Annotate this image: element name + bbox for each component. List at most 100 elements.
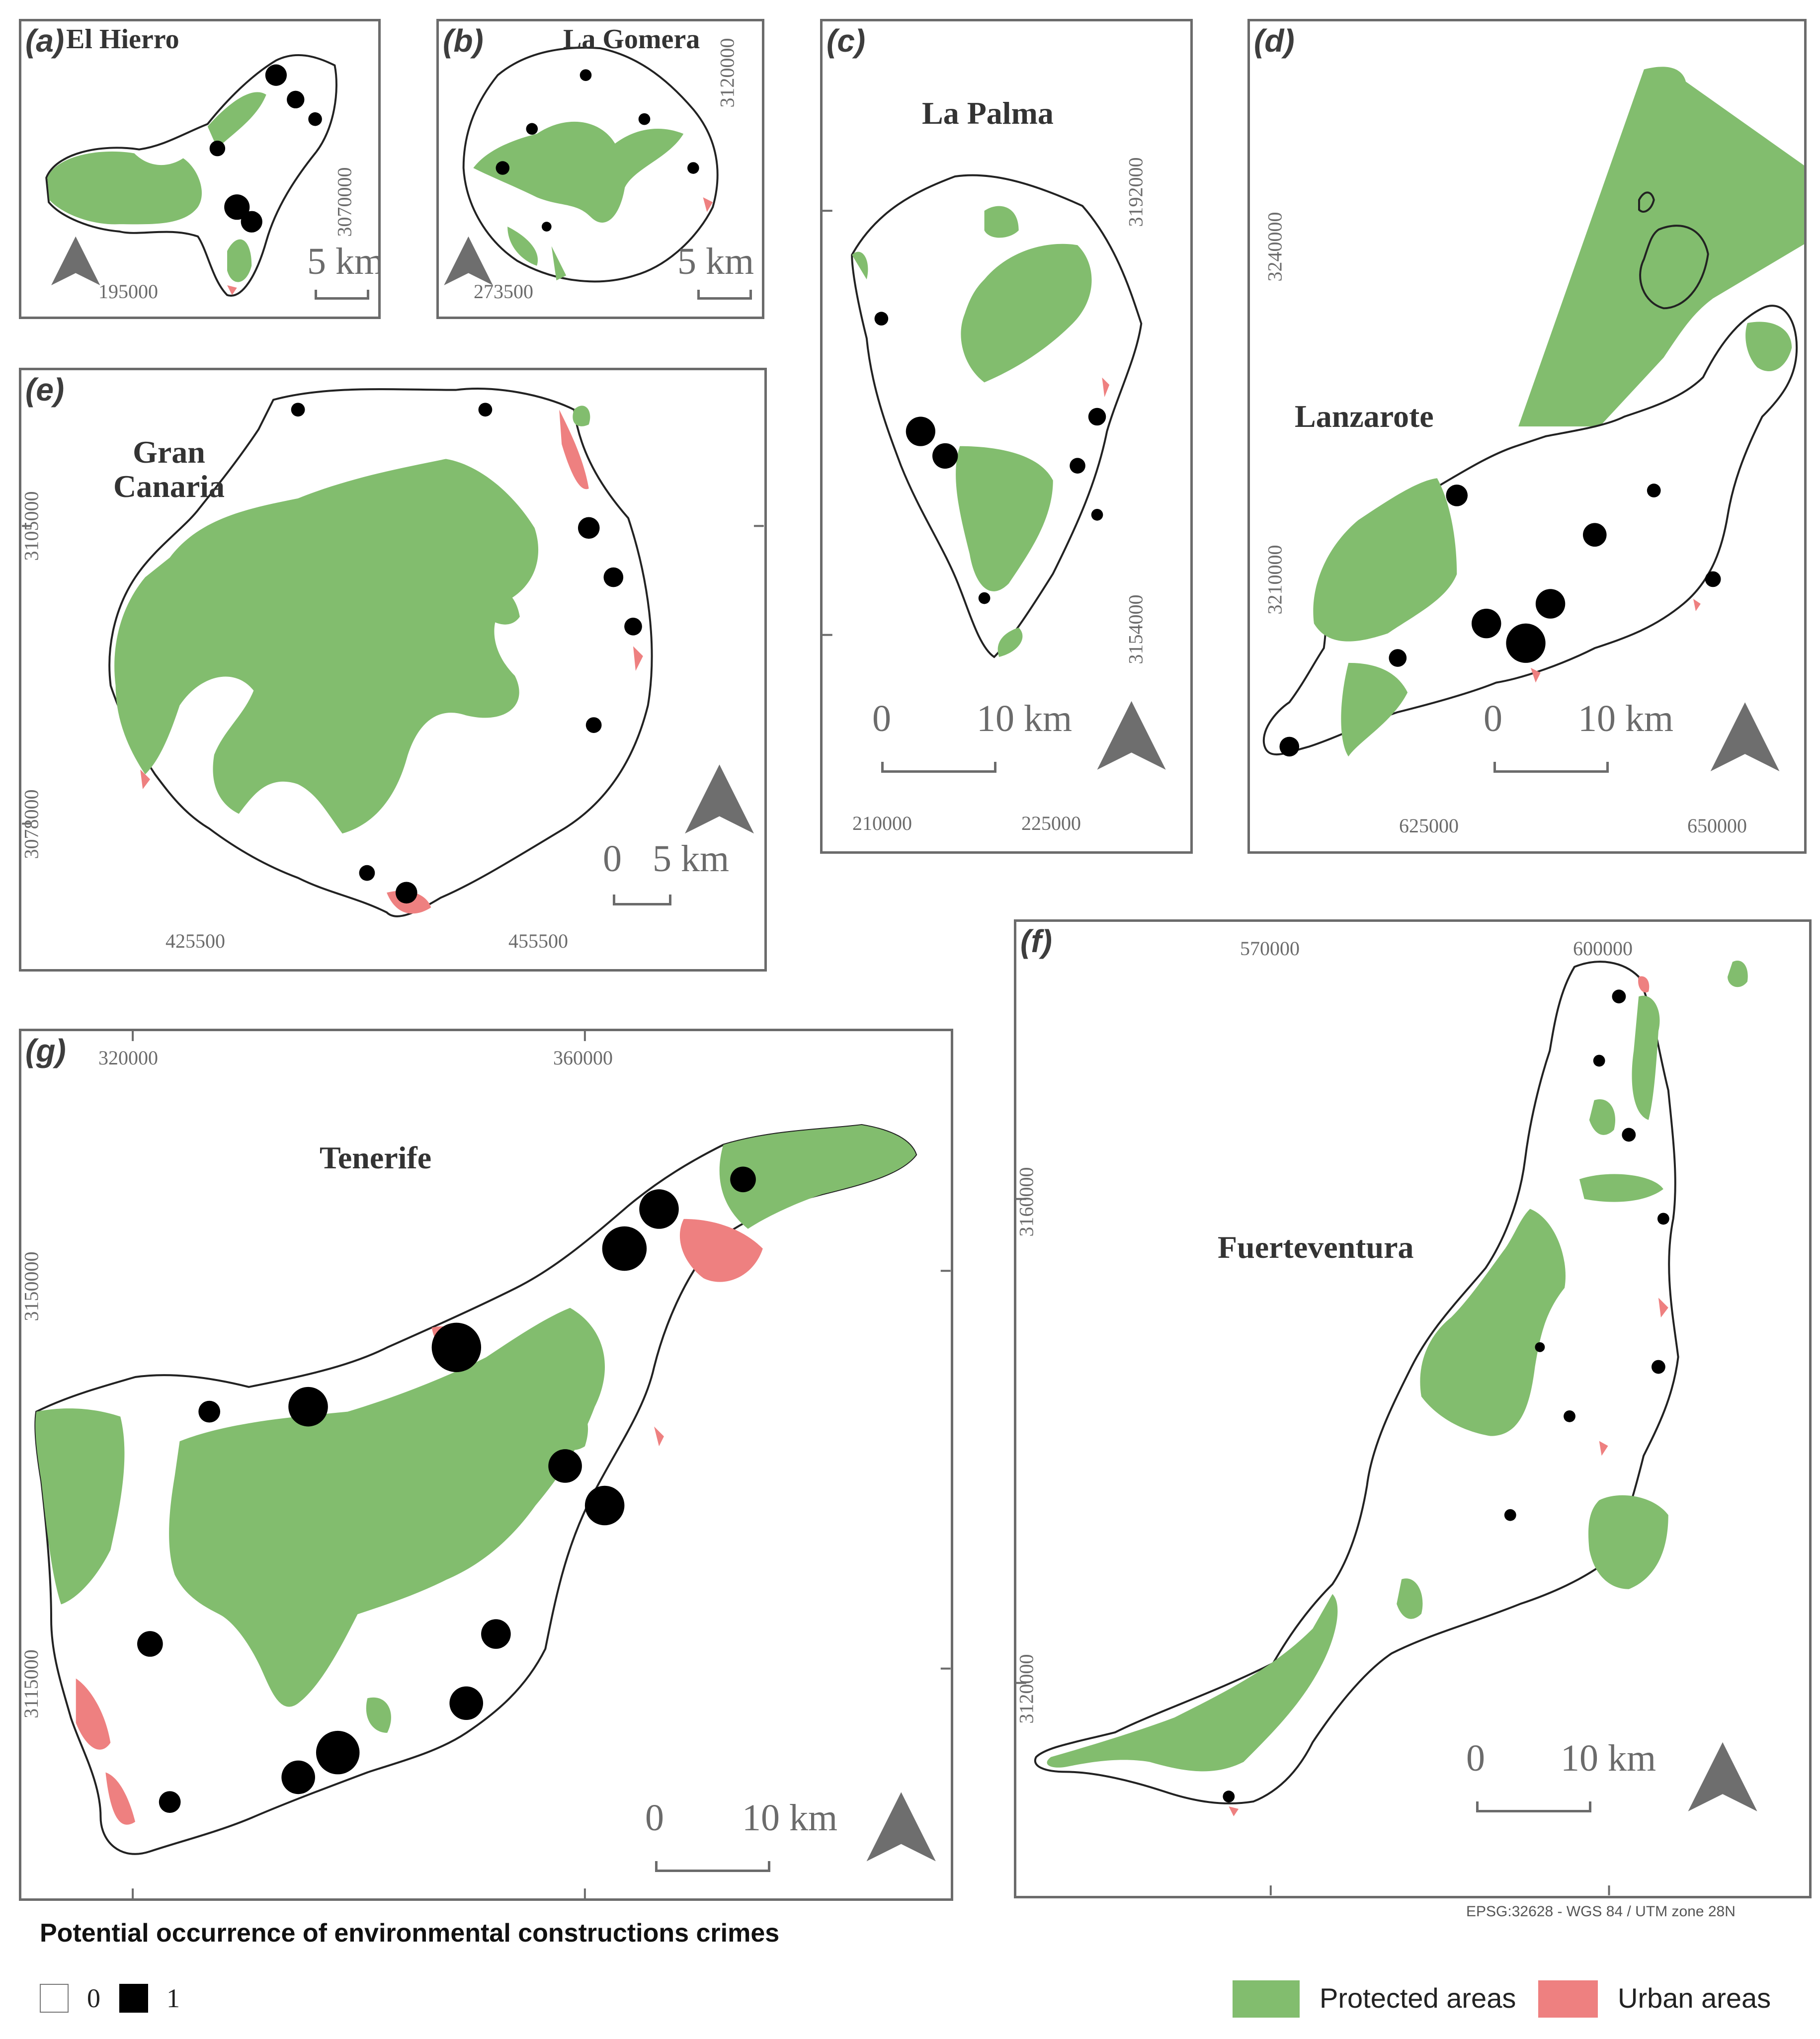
y-coordinate-bottom: 3078000 bbox=[20, 789, 43, 859]
north-arrow bbox=[444, 236, 493, 286]
panel-fuerteventura: (f) 570000 600000 Fuerteventura 3160000 … bbox=[1014, 919, 1812, 1898]
tenerife-protected bbox=[35, 1125, 916, 1733]
scale-zero: 0 bbox=[603, 838, 622, 880]
panel-gran-canaria: (e) Gran Canaria 3105000 3078000 0 5 km … bbox=[19, 368, 767, 972]
north-arrow bbox=[51, 236, 100, 286]
legend-title: Potential occurrence of environmental co… bbox=[40, 1919, 780, 1948]
fuerteventura-crime-clusters bbox=[1223, 989, 1669, 1803]
scale-label: 5 km bbox=[653, 838, 730, 880]
panel-label: (g) bbox=[25, 1033, 66, 1068]
scale-bar: 0 10 km bbox=[1484, 697, 1692, 787]
island-name: La Gomera bbox=[563, 24, 700, 55]
x-coordinate-right: 225000 bbox=[1021, 812, 1081, 834]
scale-label: 5 km bbox=[677, 241, 754, 282]
scale-line bbox=[881, 762, 996, 773]
scale-bar: 5 km bbox=[292, 240, 378, 310]
legend-label-urban: Urban areas bbox=[1618, 1982, 1771, 2014]
scale-bar: 5 km bbox=[677, 240, 762, 310]
x-coordinate-left: 625000 bbox=[1399, 815, 1459, 837]
island-name-line1: Gran bbox=[133, 434, 205, 470]
y-coordinate-top: 3192000 bbox=[1124, 157, 1147, 227]
scale-bar: 0 10 km bbox=[645, 1796, 854, 1886]
lanzarote-map bbox=[1263, 67, 1804, 771]
scale-line bbox=[315, 290, 369, 300]
scale-line bbox=[697, 290, 752, 300]
x-coordinate-right: 455500 bbox=[508, 930, 568, 952]
fuerteventura-island bbox=[1034, 961, 1679, 1804]
scale-label: 5 km bbox=[307, 241, 381, 282]
y-coordinate-top: 3240000 bbox=[1263, 212, 1286, 282]
scale-bar: 0 5 km bbox=[603, 837, 762, 917]
y-coordinate: 3120000 bbox=[716, 38, 739, 108]
panel-tenerife: (g) 320000 360000 Tenerife 3150000 31150… bbox=[19, 1029, 953, 1901]
north-arrow bbox=[1710, 702, 1780, 771]
y-coordinate-bottom: 3154000 bbox=[1124, 594, 1147, 664]
legend-swatch-1 bbox=[119, 1984, 148, 2013]
scale-zero: 0 bbox=[1484, 698, 1502, 739]
legend-swatch-urban bbox=[1538, 1980, 1598, 2018]
fuerteventura-map bbox=[1016, 961, 1757, 1895]
y-coordinate: 3070000 bbox=[333, 167, 356, 237]
scale-line bbox=[1476, 1801, 1591, 1812]
scale-label: 10 km bbox=[742, 1797, 838, 1839]
x-coordinate-left: 320000 bbox=[98, 1047, 158, 1069]
panel-label: (d) bbox=[1254, 23, 1295, 59]
gran-canaria-protected bbox=[114, 406, 590, 834]
island-name: Gran Canaria bbox=[113, 435, 225, 503]
legend-label-protected: Protected areas bbox=[1320, 1982, 1516, 2014]
scale-zero: 0 bbox=[1466, 1737, 1485, 1779]
la-palma-map bbox=[823, 174, 1166, 770]
legend-label-0: 0 bbox=[87, 1983, 100, 2013]
x-coordinate-left: 570000 bbox=[1240, 937, 1300, 960]
scale-line bbox=[655, 1861, 770, 1872]
island-name: Fuerteventura bbox=[1218, 1229, 1414, 1265]
y-coordinate-bottom: 3210000 bbox=[1263, 545, 1286, 615]
x-coordinate-left: 425500 bbox=[165, 930, 225, 952]
north-arrow bbox=[1688, 1742, 1757, 1811]
x-coordinate-left: 210000 bbox=[852, 812, 912, 834]
lanzarote-protected-marine bbox=[1518, 67, 1804, 427]
north-arrow bbox=[685, 764, 754, 834]
la-gomera-protected bbox=[473, 121, 684, 281]
panel-lanzarote: (d) Lanzarote 3240000 3210000 0 10 km 62… bbox=[1247, 19, 1807, 854]
legend-swatch-0 bbox=[40, 1984, 69, 2013]
tenerife-crime-clusters bbox=[137, 1166, 756, 1813]
y-coordinate-top: 3105000 bbox=[20, 491, 43, 561]
la-palma-crime-clusters bbox=[874, 312, 1106, 604]
x-coordinate: 273500 bbox=[474, 280, 533, 303]
legend-label-1: 1 bbox=[166, 1983, 180, 2013]
panel-label: (e) bbox=[25, 372, 65, 408]
scale-label: 10 km bbox=[1578, 698, 1674, 739]
gran-canaria-map bbox=[22, 388, 764, 917]
panel-label: (f) bbox=[1020, 923, 1052, 959]
lanzarote-crime-clusters bbox=[1279, 484, 1721, 757]
la-gomera-crime-clusters bbox=[496, 69, 699, 232]
la-palma-protected bbox=[852, 206, 1092, 657]
island-name: Tenerife bbox=[320, 1140, 432, 1175]
el-hierro-protected bbox=[47, 92, 266, 282]
panel-la-gomera: (b) La Gomera 273500 3120000 5 km bbox=[436, 19, 764, 319]
el-hierro-crime-clusters bbox=[209, 64, 322, 233]
y-coordinate-top: 3160000 bbox=[1015, 1167, 1038, 1237]
x-coordinate-right: 650000 bbox=[1687, 815, 1747, 837]
panel-la-palma: (c) La Palma 3192000 3154000 0 10 km 210… bbox=[820, 19, 1193, 854]
panel-label: (a) bbox=[25, 23, 65, 59]
island-name: Lanzarote bbox=[1295, 399, 1434, 434]
el-hierro-map bbox=[45, 54, 337, 297]
scale-bar: 0 10 km bbox=[872, 697, 1081, 787]
lanzarote-protected-land bbox=[1313, 322, 1792, 757]
la-gomera-urban bbox=[703, 197, 713, 212]
panel-el-hierro: (a) El Hierro 195000 3070000 5 km bbox=[19, 19, 381, 319]
legend-swatch-protected bbox=[1233, 1980, 1300, 2018]
x-coordinate-right: 360000 bbox=[553, 1047, 613, 1069]
la-gomera-map bbox=[444, 47, 719, 286]
islet-outline bbox=[1638, 191, 1709, 310]
scale-zero: 0 bbox=[645, 1797, 664, 1839]
panel-label: (b) bbox=[443, 23, 484, 59]
island-name-line2: Canaria bbox=[113, 469, 225, 504]
crs-note: EPSG:32628 - WGS 84 / UTM zone 28N bbox=[1466, 1903, 1736, 1920]
y-coordinate-bottom: 3120000 bbox=[1015, 1654, 1038, 1724]
tenerife-map bbox=[34, 1031, 951, 1898]
scale-label: 10 km bbox=[977, 698, 1073, 739]
scale-zero: 0 bbox=[872, 698, 891, 739]
